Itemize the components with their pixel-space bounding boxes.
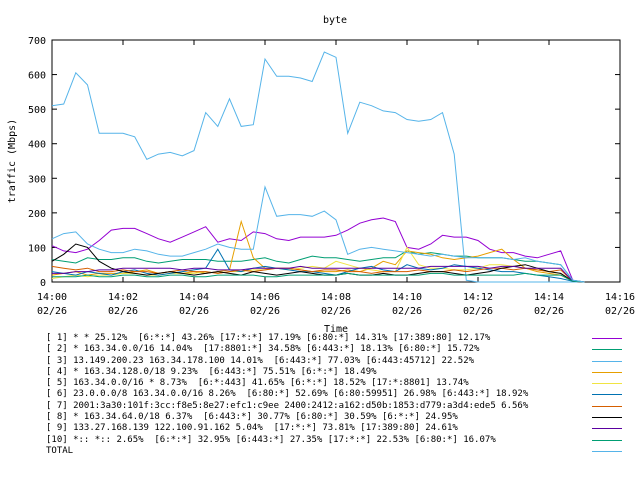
y-axis-label: traffic (Mbps) — [7, 119, 18, 203]
legend-label: TOTAL — [46, 445, 74, 456]
legend-entry: TOTAL — [0, 446, 640, 457]
x-tick-date: 02/26 — [463, 306, 493, 317]
legend-entry: [ 4] * 163.34.128.0/18 9.23% [6:443:*] 7… — [0, 367, 640, 378]
series-line-7 — [51, 265, 585, 283]
x-tick-time: 14:02 — [108, 292, 138, 303]
y-tick-label: 600 — [28, 71, 46, 82]
y-tick-label: 400 — [28, 140, 46, 151]
legend-label: [ 9] 133.27.168.139 122.100.91.162 5.04%… — [46, 423, 458, 434]
legend-entry: [ 2] * 163.34.0.0/16 14.04% [17:8801:*] … — [0, 344, 640, 355]
y-tick-label: 100 — [28, 243, 46, 254]
x-tick-date: 02/26 — [605, 306, 635, 317]
legend-swatch — [592, 417, 622, 419]
legend-swatch — [592, 371, 622, 373]
y-tick-label: 200 — [28, 209, 46, 220]
y-tick-label: 500 — [28, 105, 46, 116]
legend: [ 1] * * 25.12% [6:*:*] 43.26% [17:*:*] … — [0, 333, 640, 457]
series-line-9 — [52, 265, 585, 283]
legend-label: [ 3] 13.149.200.23 163.34.178.100 14.01%… — [46, 355, 475, 366]
legend-swatch — [592, 349, 622, 351]
x-tick-time: 14:04 — [179, 292, 209, 303]
x-tick-time: 14:08 — [321, 292, 351, 303]
legend-label: [ 5] 163.34.0.0/16 * 8.73% [6:*:443] 41.… — [46, 378, 469, 389]
x-tick-time: 14:16 — [605, 292, 635, 303]
x-tick-date: 02/26 — [179, 306, 209, 317]
x-tick-date: 02/26 — [534, 306, 564, 317]
x-tick-date: 02/26 — [108, 306, 138, 317]
x-tick-time: 14:00 — [37, 292, 67, 303]
x-tick-date: 02/26 — [37, 306, 67, 317]
legend-label: [ 8] * 163.34.64.0/18 6.37% [6:443:*] 30… — [46, 412, 458, 423]
series-lines — [51, 51, 585, 283]
legend-swatch — [592, 360, 622, 362]
legend-entry: [ 7] 2001:3a30:101f:3cc:f8e5:8e27:efc1:c… — [0, 401, 640, 412]
legend-entry: [ 8] * 163.34.64.0/18 6.37% [6:443:*] 30… — [0, 412, 640, 423]
y-axis: 0 100 200 300 400 500 600 700 — [28, 36, 620, 289]
series-line-4 — [51, 219, 585, 283]
x-tick-time: 14:14 — [534, 292, 564, 303]
legend-label: [ 4] * 163.34.128.0/18 9.23% [6:443:*] 7… — [46, 366, 377, 377]
x-tick-date: 02/26 — [321, 306, 351, 317]
legend-swatch — [592, 428, 622, 430]
series-line-8 — [51, 243, 585, 283]
plot-frame — [51, 39, 621, 283]
x-axis-label: Time — [324, 324, 348, 335]
legend-swatch — [592, 439, 622, 441]
legend-swatch — [592, 405, 622, 407]
legend-swatch — [592, 338, 622, 339]
legend-entry: [ 5] 163.34.0.0/16 * 8.73% [6:*:443] 41.… — [0, 378, 640, 389]
y-tick-label: 300 — [28, 174, 46, 185]
legend-label: [ 7] 2001:3a30:101f:3cc:f8e5:8e27:efc1:c… — [46, 400, 529, 411]
series-line-3 — [51, 51, 585, 283]
legend-swatch — [592, 394, 622, 396]
legend-entry: [10] *:: *:: 2.65% [6:*:*] 32.95% [6:443… — [0, 435, 640, 446]
legend-entry: [ 3] 13.149.200.23 163.34.178.100 14.01%… — [0, 356, 640, 367]
x-tick-time: 14:10 — [392, 292, 422, 303]
chart-title: byte — [323, 15, 347, 26]
legend-label: [10] *:: *:: 2.65% [6:*:*] 32.95% [6:443… — [46, 434, 496, 445]
x-axis: 14:00 02/26 14:02 02/26 14:04 02/26 14:06 02/26… — [37, 40, 635, 317]
x-tick-time: 14:12 — [463, 292, 493, 303]
y-tick-label: 700 — [28, 36, 46, 47]
legend-swatch — [592, 383, 622, 385]
x-tick-date: 02/26 — [250, 306, 280, 317]
legend-label: [ 2] * 163.34.0.0/16 14.04% [17:8801:*] … — [46, 344, 480, 355]
x-tick-time: 14:06 — [250, 292, 280, 303]
legend-entry: [ 1] * * 25.12% [6:*:*] 43.26% [17:*:*] … — [0, 333, 640, 344]
legend-entry: [ 9] 133.27.168.139 122.100.91.162 5.04%… — [0, 423, 640, 434]
x-tick-date: 02/26 — [392, 306, 422, 317]
legend-swatch — [592, 450, 622, 452]
legend-label: [ 1] * * 25.12% [6:*:*] 43.26% [17:*:*] … — [46, 333, 491, 343]
series-line-11 — [51, 185, 585, 283]
legend-entry: [ 6] 23.0.0.0/8 163.34.0.0/16 8.26% [6:8… — [0, 389, 640, 400]
y-tick-label: 0 — [40, 278, 46, 289]
series-line-10 — [52, 272, 585, 283]
legend-label: [ 6] 23.0.0.0/8 163.34.0.0/16 8.26% [6:8… — [46, 389, 529, 400]
